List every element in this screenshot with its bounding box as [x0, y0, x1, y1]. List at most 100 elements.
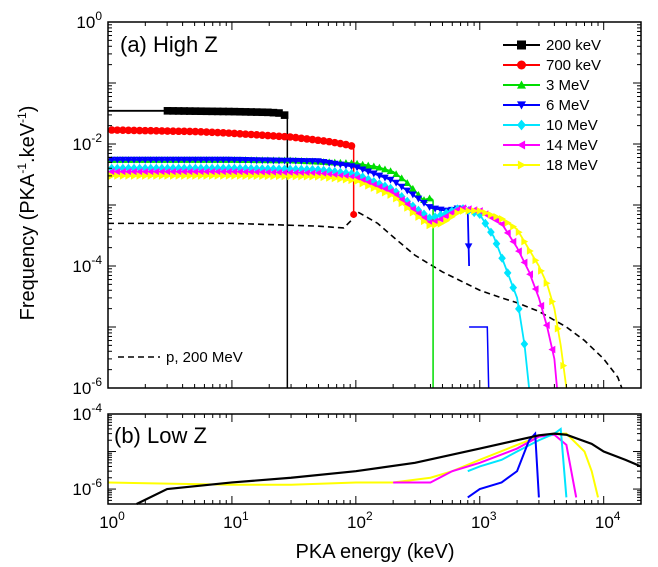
data-point — [164, 172, 172, 180]
data-point — [431, 205, 439, 213]
data-point — [136, 172, 144, 180]
data-point — [185, 156, 194, 164]
data-point — [247, 164, 255, 174]
data-point — [386, 176, 395, 184]
data-point — [487, 227, 495, 237]
data-point — [280, 132, 289, 141]
data-point — [169, 107, 177, 115]
data-point — [169, 127, 177, 135]
data-point — [308, 169, 316, 178]
data-point — [515, 247, 522, 255]
data-point — [436, 206, 445, 214]
data-point — [443, 216, 451, 225]
data-point — [191, 107, 200, 115]
data-point — [375, 172, 384, 180]
data-point — [330, 160, 339, 168]
data-point — [386, 187, 394, 196]
data-point — [409, 205, 416, 213]
data-point — [252, 157, 261, 165]
legend-label: 200 keV — [546, 37, 601, 54]
data-point — [269, 157, 278, 165]
data-point — [191, 127, 200, 136]
data-point — [146, 168, 154, 176]
data-point — [548, 345, 556, 354]
data-point — [303, 158, 311, 165]
data-point — [269, 168, 277, 177]
data-point — [432, 221, 439, 229]
data-point — [180, 163, 189, 173]
data-point — [354, 177, 361, 186]
data-point — [392, 170, 400, 178]
data-point — [208, 128, 216, 137]
data-point — [236, 172, 244, 180]
data-point — [303, 169, 310, 177]
panel-b-frame — [107, 413, 642, 505]
data-point — [174, 156, 183, 164]
data-point — [297, 169, 305, 177]
data-point — [397, 174, 406, 182]
data-point — [425, 194, 434, 202]
data-point — [481, 218, 490, 228]
data-point — [403, 200, 411, 209]
data-point — [320, 173, 328, 182]
data-point — [342, 175, 350, 184]
data-point — [180, 156, 189, 164]
data-point — [325, 170, 333, 179]
data-point — [258, 157, 267, 165]
data-point — [208, 156, 216, 164]
panel-b-label: (b) Low Z — [114, 423, 207, 448]
panel-b-x-tick-label: 101 — [223, 509, 249, 532]
legend-label: 14 MeV — [546, 137, 598, 154]
data-point — [264, 157, 272, 165]
data-point — [163, 127, 172, 135]
data-point — [113, 168, 121, 176]
panel-a-series — [107, 107, 623, 389]
data-point — [130, 156, 138, 164]
data-point — [174, 168, 182, 176]
x-axis-title: PKA energy (keV) — [296, 541, 455, 563]
data-point — [230, 156, 239, 164]
data-point — [414, 209, 422, 218]
data-point — [270, 172, 278, 181]
data-point — [520, 339, 529, 349]
data-point — [174, 127, 183, 136]
data-point — [158, 127, 166, 135]
data-point — [275, 157, 283, 165]
data-point — [314, 158, 322, 166]
data-point — [292, 172, 300, 181]
data-point — [208, 168, 216, 176]
data-point — [225, 129, 233, 137]
panel-b-series — [107, 427, 642, 505]
data-point — [241, 108, 250, 116]
legend-label: 6 MeV — [546, 97, 589, 114]
panel-b: 10-4 10-6 100 101 102 103 104 (b) Low Z — [72, 401, 642, 532]
data-point — [242, 172, 250, 180]
data-point — [409, 184, 417, 192]
data-point — [287, 172, 294, 181]
data-point — [119, 156, 127, 164]
data-point — [231, 172, 239, 180]
data-point — [113, 156, 122, 164]
data-point — [152, 168, 160, 176]
panel-a-y-tick-label: 100 — [76, 9, 102, 32]
data-point — [442, 212, 450, 221]
data-point — [197, 163, 205, 173]
data-point — [163, 168, 171, 176]
data-point — [325, 159, 334, 167]
data-point — [414, 195, 423, 203]
legend-label: 700 keV — [546, 57, 601, 74]
data-point — [347, 163, 356, 171]
data-point — [297, 157, 306, 165]
data-point — [517, 119, 526, 131]
data-point — [241, 168, 249, 176]
data-point — [185, 107, 194, 115]
data-point — [487, 211, 495, 219]
data-point — [153, 172, 161, 180]
data-point — [147, 172, 155, 180]
data-point — [280, 168, 288, 177]
data-point — [504, 218, 512, 227]
data-point — [247, 108, 255, 116]
data-point — [202, 168, 210, 176]
data-point — [252, 164, 261, 174]
